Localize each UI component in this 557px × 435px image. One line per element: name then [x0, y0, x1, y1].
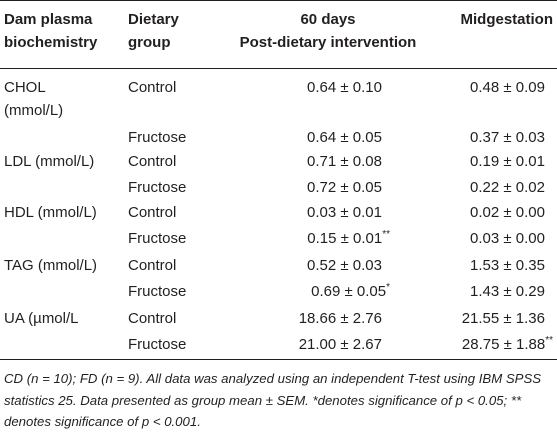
cell-midgestation: 0.48 ± 0.09 — [390, 76, 553, 99]
cell-midgestation: 0.02 ± 0.00 — [390, 201, 553, 224]
table-bottom-rule — [0, 359, 557, 360]
cell-midgestation-value: 1.43 ± 0.29 — [470, 283, 545, 300]
cell-60-days-value: 18.66 ± 2.76 — [298, 310, 382, 327]
cell-midgestation-value: 0.22 ± 0.02 — [470, 179, 545, 196]
cell-dietary-group: Control — [128, 204, 177, 221]
cell-60-days-value: 0.64 ± 0.10 — [307, 79, 382, 96]
cell-60-days: 0.64 ± 0.10 — [220, 76, 390, 99]
cell-midgestation-value: 0.48 ± 0.09 — [470, 79, 545, 96]
significance-marker: ** — [382, 229, 390, 240]
cell-midgestation: 0.22 ± 0.02 — [390, 176, 553, 199]
cell-midgestation-value: 28.75 ± 1.88 — [461, 336, 546, 353]
cell-60-days-value: 21.00 ± 2.67 — [298, 336, 382, 353]
cell-dietary-group: Control — [128, 79, 177, 96]
cell-midgestation: 0.37 ± 0.03 — [390, 126, 553, 149]
cell-analyte: CHOL (mmol/L) — [4, 76, 122, 122]
cell-dietary-group: Fructose — [128, 283, 187, 300]
cell-60-days: 0.52 ± 0.03 — [220, 254, 390, 277]
table-header-rule — [0, 68, 557, 69]
cell-60-days: 18.66 ± 2.76 — [220, 307, 390, 330]
cell-analyte: HDL (mmol/L) — [4, 201, 122, 224]
cell-60-days: 0.69 ± 0.05* — [220, 280, 390, 303]
cell-60-days-value: 0.52 ± 0.03 — [307, 257, 382, 274]
cell-60-days: 0.71 ± 0.08 — [220, 150, 390, 173]
cell-midgestation-value: 1.53 ± 0.35 — [470, 257, 545, 274]
cell-60-days: 0.72 ± 0.05 — [220, 176, 390, 199]
cell-analyte: LDL (mmol/L) — [4, 150, 122, 173]
cell-analyte-line1: CHOL — [4, 79, 46, 96]
header-60-days: 60 days Post-dietary intervention — [215, 8, 441, 54]
cell-60-days: 0.64 ± 0.05 — [220, 126, 390, 149]
cell-midgestation-value: 0.37 ± 0.03 — [470, 129, 545, 146]
cell-dietary-group: Fructose — [128, 129, 187, 146]
cell-dietary-group: Fructose — [128, 230, 187, 247]
cell-dietary-group: Control — [128, 257, 177, 274]
cell-60-days-value: 0.69 ± 0.05 — [311, 283, 387, 300]
cell-midgestation: 1.53 ± 0.35 — [390, 254, 553, 277]
cell-midgestation-value: 0.02 ± 0.00 — [470, 204, 545, 221]
header-col1-line2: biochemistry — [4, 34, 98, 51]
cell-analyte-line1: LDL (mmol/L) — [4, 153, 95, 170]
header-col2-line1: Dietary — [128, 11, 179, 28]
cell-60-days: 0.03 ± 0.01 — [220, 201, 390, 224]
cell-analyte-line1: TAG (mmol/L) — [4, 257, 98, 274]
cell-dietary-group: Control — [128, 310, 177, 327]
table-footnote: CD (n = 10); FD (n = 9). All data was an… — [4, 371, 542, 429]
header-col4: Midgestation — [460, 11, 554, 28]
cell-analyte-line1: UA (µmol/L — [4, 310, 79, 327]
cell-analyte: UA (µmol/L — [4, 307, 122, 330]
cell-midgestation: 28.75 ± 1.88** — [390, 333, 553, 356]
cell-midgestation: 0.19 ± 0.01 — [390, 150, 553, 173]
significance-marker: * — [386, 282, 390, 293]
header-dam-plasma-biochemistry: Dam plasma biochemistry — [4, 8, 119, 54]
cell-60-days-value: 0.72 ± 0.05 — [307, 179, 382, 196]
cell-midgestation-value: 0.03 ± 0.00 — [470, 230, 545, 247]
cell-60-days: 21.00 ± 2.67 — [220, 333, 390, 356]
cell-midgestation-value: 0.19 ± 0.01 — [470, 153, 545, 170]
header-col3-line2: Post-dietary intervention — [239, 34, 417, 51]
cell-midgestation: 1.43 ± 0.29 — [390, 280, 553, 303]
table-top-rule — [0, 0, 557, 1]
cell-midgestation: 0.03 ± 0.00 — [390, 227, 553, 250]
significance-marker: ** — [545, 335, 553, 346]
cell-midgestation-value: 21.55 ± 1.36 — [461, 310, 545, 327]
cell-midgestation: 21.55 ± 1.36 — [390, 307, 553, 330]
cell-analyte: TAG (mmol/L) — [4, 254, 122, 277]
cell-dietary-group: Control — [128, 153, 177, 170]
cell-analyte-line1: HDL (mmol/L) — [4, 204, 97, 221]
header-dietary-group: Dietary group — [128, 8, 208, 54]
header-col2-line2: group — [128, 34, 171, 51]
cell-dietary-group: Fructose — [128, 336, 187, 353]
cell-60-days-value: 0.15 ± 0.01 — [307, 230, 383, 247]
cell-60-days-value: 0.64 ± 0.05 — [307, 129, 382, 146]
header-midgestation: Midgestation — [430, 8, 557, 31]
cell-60-days: 0.15 ± 0.01** — [220, 227, 390, 250]
header-col1-line1: Dam plasma — [4, 11, 93, 28]
cell-60-days-value: 0.71 ± 0.08 — [307, 153, 382, 170]
header-col3-line1: 60 days — [300, 11, 356, 28]
cell-analyte-line2: (mmol/L) — [4, 102, 64, 119]
cell-60-days-value: 0.03 ± 0.01 — [307, 204, 382, 221]
cell-dietary-group: Fructose — [128, 179, 187, 196]
